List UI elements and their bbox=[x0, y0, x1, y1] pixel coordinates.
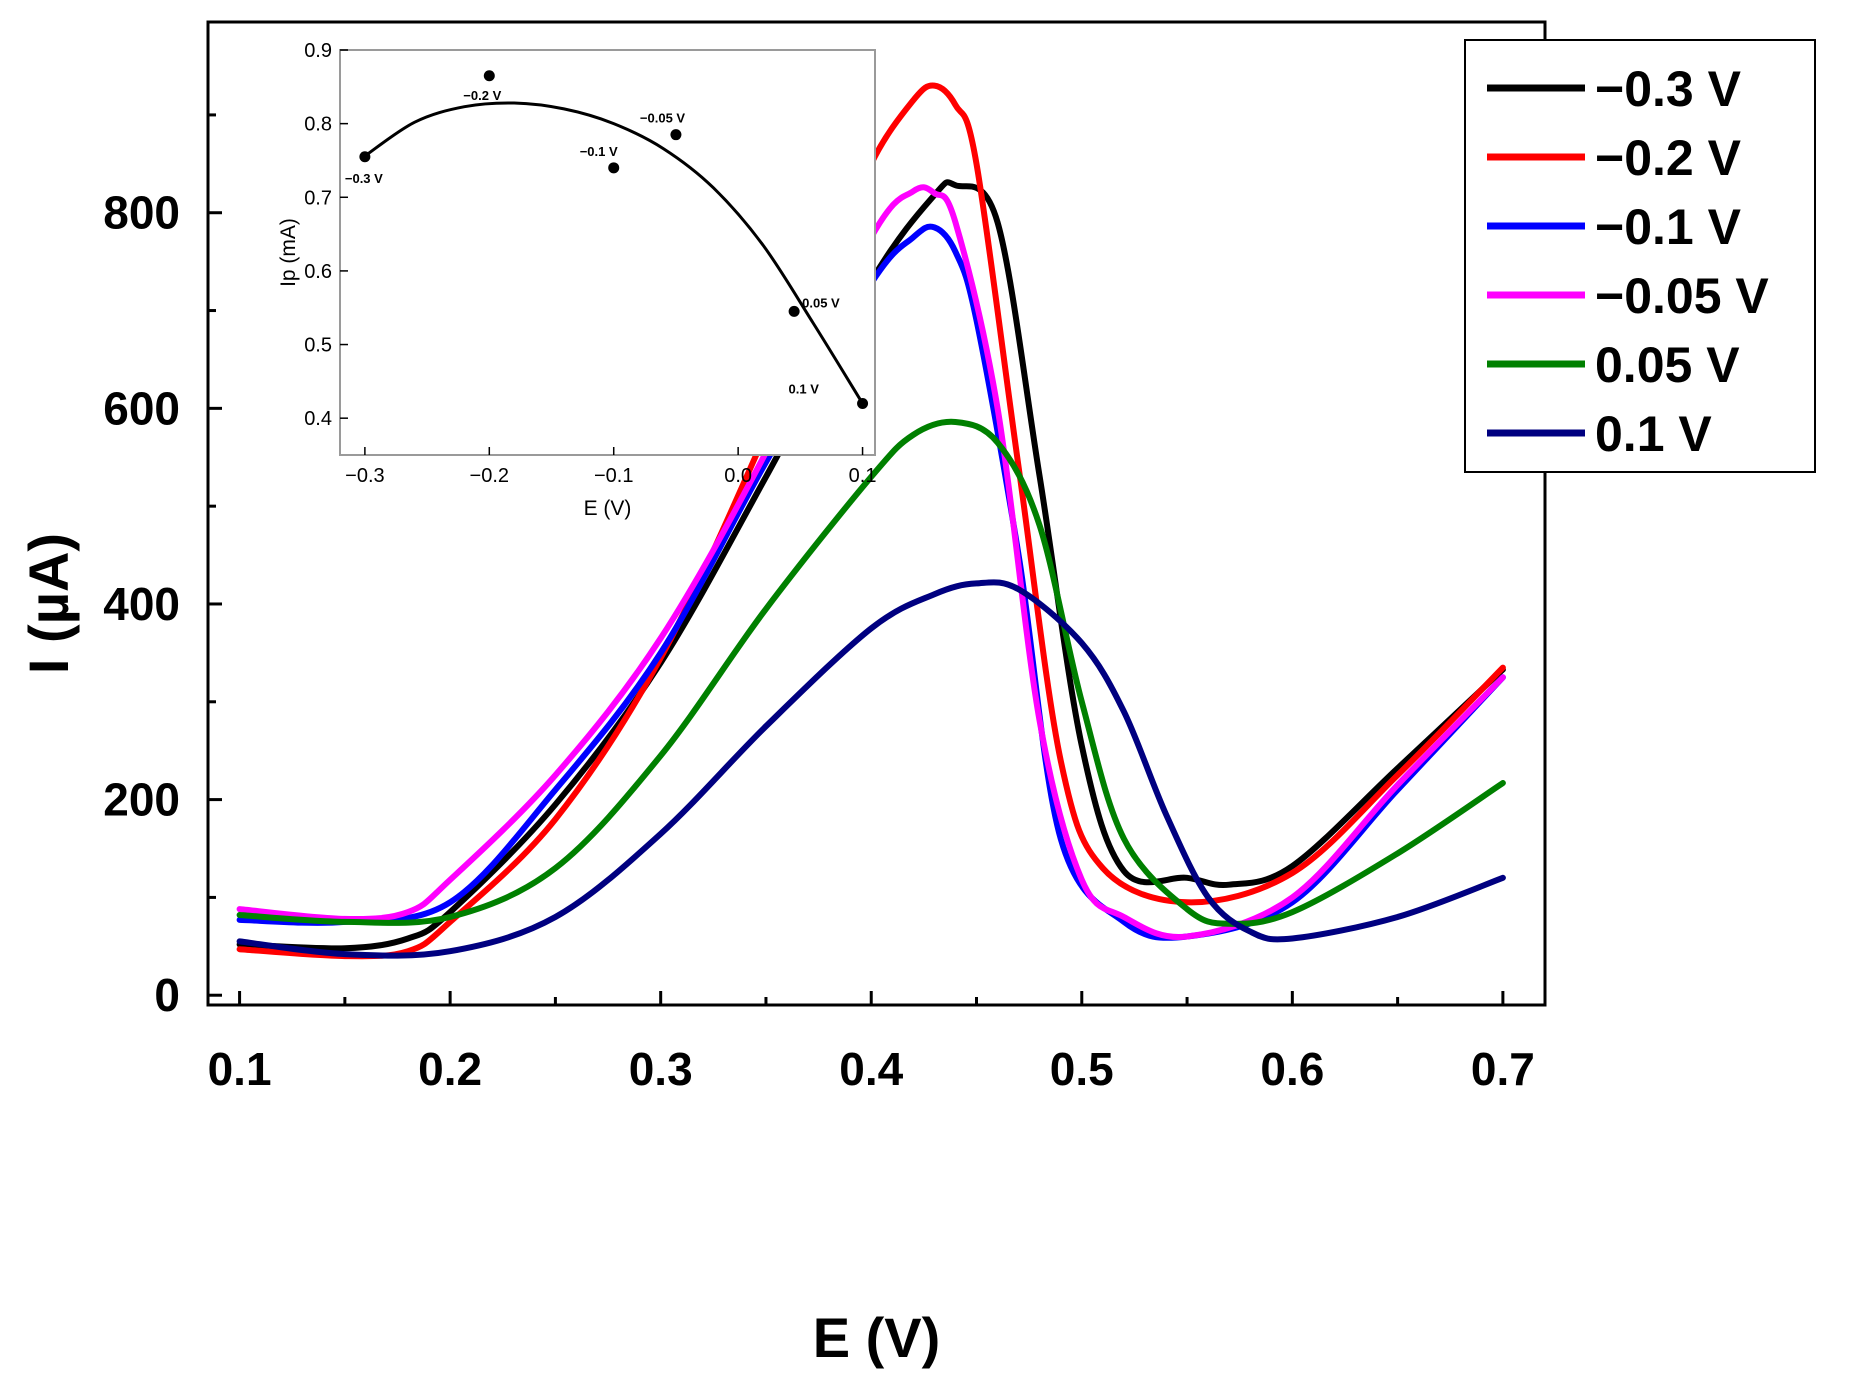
legend-label-0: −0.3 V bbox=[1595, 61, 1742, 117]
inset-point-label: −0.1 V bbox=[580, 144, 618, 159]
y-tick-label: 400 bbox=[103, 578, 180, 630]
inset-fit-curve bbox=[364, 101, 864, 405]
inset-point-label: −0.3 V bbox=[345, 171, 383, 186]
series-line-1 bbox=[236, 82, 1506, 960]
legend-label-1: −0.2 V bbox=[1595, 130, 1742, 186]
legend-box bbox=[1464, 39, 1816, 473]
main-plot: 0.1 0.2 0.3 0.4 0.5 0.6 0.7 0 200 400 600 800 E (V) I… bbox=[17, 20, 1547, 1369]
y-tick-label: 600 bbox=[103, 382, 180, 434]
x-tick-label: 0.1 bbox=[208, 1043, 272, 1095]
inset-data-point bbox=[670, 129, 682, 141]
inset-point-label: 0.05 V bbox=[802, 295, 840, 310]
series-line-3 bbox=[236, 184, 1506, 941]
legend-label-4: 0.05 V bbox=[1595, 337, 1740, 393]
y-tick-label: 0 bbox=[154, 969, 180, 1021]
inset-x-tick-label: 0.0 bbox=[724, 465, 752, 487]
legend-label-2: −0.1 V bbox=[1595, 199, 1742, 255]
inset-point-label: 0.1 V bbox=[789, 381, 820, 396]
series-line-0 bbox=[236, 179, 1506, 952]
inset-y-tick-label: 0.4 bbox=[304, 408, 332, 430]
inset-y-tick-label: 0.8 bbox=[304, 114, 332, 136]
inset-y-tick-label: 0.6 bbox=[304, 261, 332, 283]
x-tick-label: 0.6 bbox=[1260, 1043, 1324, 1095]
x-tick-label: 0.4 bbox=[839, 1043, 903, 1095]
x-tick-label: 0.2 bbox=[418, 1043, 482, 1095]
inset-data-point bbox=[483, 70, 495, 82]
inset-y-tick-label: 0.9 bbox=[304, 40, 332, 62]
inset-data-point bbox=[359, 151, 371, 163]
main-plot-frame bbox=[206, 20, 1547, 1007]
x-axis-title: E (V) bbox=[813, 1306, 941, 1369]
y-tick-label: 800 bbox=[103, 187, 180, 239]
x-tick-label: 0.7 bbox=[1471, 1043, 1535, 1095]
inset-x-axis-title: E (V) bbox=[584, 497, 632, 520]
inset-x-tick-label: −0.3 bbox=[345, 465, 384, 487]
inset-x-tick-label: 0.1 bbox=[849, 465, 877, 487]
legend-label-3: −0.05 V bbox=[1595, 268, 1769, 324]
legend: −0.3 V −0.2 V −0.1 V −0.05 V 0.05 V 0.1 V bbox=[1464, 39, 1816, 473]
inset-data-point bbox=[857, 397, 869, 409]
x-tick-label: 0.3 bbox=[629, 1043, 693, 1095]
inset-x-tick-label: −0.2 bbox=[470, 465, 509, 487]
inset-y-tick-label: 0.7 bbox=[304, 187, 332, 209]
y-axis-title: I (µA) bbox=[17, 533, 80, 674]
inset-plot: −0.3 −0.2 −0.1 0.0 0.1 0.4 0.5 0.6 0.7 0.8 0.9 E (V… bbox=[277, 40, 876, 520]
inset-y-axis-title: Ip (mA) bbox=[277, 218, 300, 287]
legend-label-5: 0.1 V bbox=[1595, 406, 1712, 462]
inset-point-label: −0.05 V bbox=[640, 111, 686, 126]
inset-data-point bbox=[608, 162, 620, 174]
inset-data-point bbox=[788, 305, 800, 317]
series-line-5 bbox=[236, 579, 1506, 959]
y-tick-label: 200 bbox=[103, 774, 180, 826]
inset-x-tick-label: −0.1 bbox=[594, 465, 633, 487]
inset-y-tick-label: 0.5 bbox=[304, 335, 332, 357]
x-tick-label: 0.5 bbox=[1050, 1043, 1114, 1095]
inset-point-label: −0.2 V bbox=[463, 88, 501, 103]
